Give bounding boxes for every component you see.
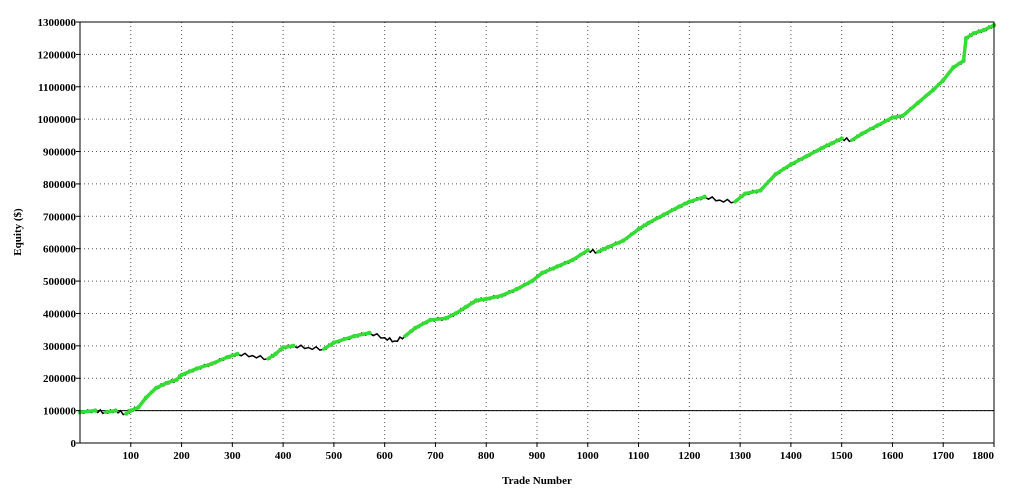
new-high-segment — [900, 101, 920, 118]
new-high-point — [585, 248, 590, 253]
y-tick-label: 900000 — [43, 147, 77, 159]
new-high-segment — [789, 154, 808, 167]
new-high-segment — [646, 212, 666, 225]
equity-series — [77, 23, 997, 416]
x-tick-label: 700 — [427, 450, 444, 462]
y-tick-label: 1100000 — [38, 82, 76, 94]
new-high-segment — [662, 204, 681, 217]
y-tick-label: 500000 — [43, 276, 77, 288]
y-tick-label: 0 — [71, 438, 77, 450]
new-high-segment — [195, 361, 214, 371]
new-high-point — [113, 408, 118, 413]
y-tick-label: 600000 — [43, 244, 77, 256]
x-tick-label: 800 — [478, 450, 495, 462]
window-right-edge — [1012, 0, 1024, 490]
x-tick-label: 400 — [275, 450, 292, 462]
y-tick-label: 200000 — [43, 373, 77, 385]
new-high-segment — [332, 334, 356, 345]
new-high-point — [367, 330, 372, 336]
new-high-segment — [743, 188, 763, 196]
new-high-segment — [352, 331, 372, 338]
new-high-segment — [514, 279, 534, 291]
x-tick-label: 1300 — [729, 450, 752, 462]
new-high-segment — [916, 88, 935, 105]
new-high-segment — [758, 172, 778, 193]
new-high-segment — [210, 355, 230, 366]
y-tick-label: 100000 — [43, 406, 77, 418]
x-tick-label: 1600 — [881, 450, 904, 462]
x-tick-label: 1800 — [972, 450, 995, 462]
x-tick-label: 300 — [224, 450, 241, 462]
x-tick-label: 1000 — [577, 450, 600, 462]
new-high-point — [235, 351, 240, 357]
y-tick-label: 300000 — [43, 341, 77, 353]
y-tick-label: 700000 — [43, 211, 77, 223]
x-tick-label: 500 — [326, 450, 343, 462]
new-high-point — [93, 408, 98, 413]
new-high-segment — [413, 318, 433, 330]
y-tick-label: 1000000 — [38, 114, 77, 126]
x-tick-label: 900 — [529, 450, 546, 462]
new-high-segment — [941, 65, 956, 83]
new-high-segment — [570, 248, 590, 262]
new-high-segment — [540, 264, 560, 275]
new-high-segment — [144, 386, 158, 400]
new-high-segment — [606, 238, 626, 249]
new-high-segment — [687, 195, 707, 204]
x-tick-label: 100 — [123, 450, 140, 462]
new-high-segment — [860, 123, 879, 136]
x-tick-label: 600 — [376, 450, 393, 462]
x-tick-label: 1200 — [678, 450, 701, 462]
new-high-segment — [179, 366, 199, 377]
new-high-segment — [78, 408, 97, 414]
y-tick-label: 1300000 — [38, 17, 77, 29]
x-tick-label: 1700 — [932, 450, 955, 462]
new-high-segment — [773, 162, 793, 176]
x-tick-label: 1500 — [831, 450, 854, 462]
x-axis-ticks: 100 200 300 400 500 600 700 800 900 1000 1100 1200 1… — [123, 443, 995, 462]
new-high-segment — [621, 227, 641, 243]
grid-lines — [80, 22, 995, 443]
new-high-segment — [961, 36, 968, 63]
new-high-segment — [804, 146, 824, 159]
new-high-segment — [428, 316, 448, 322]
x-tick-label: 1100 — [628, 450, 650, 462]
x-axis-label: Trade Number — [502, 475, 572, 487]
new-high-segment — [484, 293, 504, 301]
y-tick-label: 400000 — [43, 308, 77, 320]
x-tick-label: 200 — [173, 450, 190, 462]
new-high-segment — [931, 78, 945, 92]
new-high-point — [291, 343, 296, 349]
new-high-segment — [499, 287, 519, 298]
y-tick-label: 1200000 — [38, 49, 77, 61]
y-axis-label: Equity ($) — [12, 208, 24, 256]
new-high-point — [839, 136, 844, 141]
new-high-segment — [875, 115, 895, 128]
new-high-segment — [555, 258, 575, 269]
y-axis-ticks: 0 100000 200000 300000 400000 500000 600000 700… — [38, 17, 80, 450]
y-tick-label: 800000 — [43, 179, 77, 191]
new-high-point — [702, 194, 707, 200]
x-tick-label: 1400 — [780, 450, 803, 462]
